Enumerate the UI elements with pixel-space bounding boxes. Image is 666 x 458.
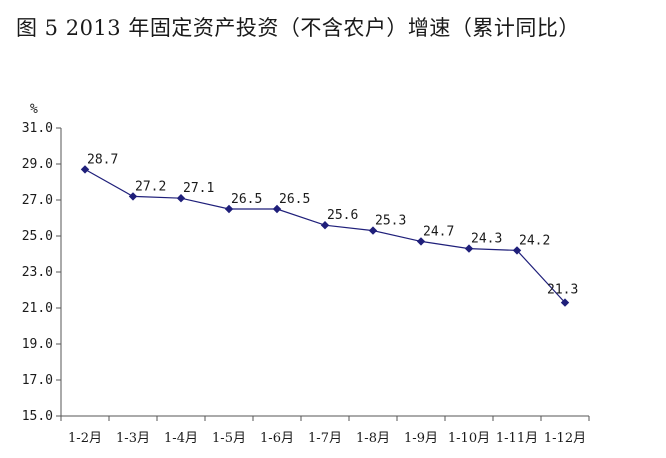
data-labels: 28.7 27.2 27.1 26.5 26.5 25.6 25.3 24.7 24.3 24.2… [87, 152, 578, 297]
data-point-marker [464, 244, 474, 253]
data-label: 27.2 [135, 179, 166, 194]
data-point-marker [368, 226, 378, 235]
x-axis-ticks: 1-2月 1-3月 1-4月 1-5月 1-6月 1-7月 1-8月 1-9月 1-10月 1-1… [60, 416, 590, 446]
x-tick-label: 1-4月 [164, 431, 198, 446]
data-point-marker [560, 298, 570, 307]
data-point-marker [320, 221, 330, 230]
data-label: 21.3 [547, 283, 578, 298]
data-label: 25.3 [375, 214, 406, 229]
data-point-marker [128, 192, 138, 201]
y-tick-label: 17.0 [22, 373, 53, 388]
data-point-marker [80, 165, 90, 174]
x-tick-label: 1-9月 [404, 431, 438, 446]
data-point-marker [176, 194, 186, 203]
y-axis-unit-label: % [30, 102, 38, 117]
data-label: 26.5 [231, 192, 262, 207]
data-label: 26.5 [279, 192, 310, 207]
x-tick-label: 1-11月 [496, 431, 538, 446]
x-tick-label: 1-7月 [308, 431, 342, 446]
x-tick-label: 1-6月 [260, 431, 294, 446]
data-label: 27.1 [183, 181, 214, 196]
data-point-marker [272, 204, 282, 214]
data-label: 24.3 [471, 232, 502, 247]
y-axis-ticks: 31.0 29.0 27.0 25.0 23.0 21.0 19.0 17.0 15.0 [22, 121, 61, 424]
x-tick-label: 1-3月 [116, 431, 150, 446]
y-tick-label: 29.0 [22, 157, 53, 172]
chart-title: 图 5 2013 年固定资产投资（不含农户）增速（累计同比） [16, 16, 580, 40]
data-label: 25.6 [327, 208, 358, 223]
y-tick-label: 21.0 [22, 301, 53, 316]
data-point-marker [512, 246, 522, 255]
y-tick-label: 25.0 [22, 229, 53, 244]
y-tick-label: 31.0 [22, 121, 53, 136]
data-point-marker [224, 204, 234, 214]
data-label: 24.7 [423, 224, 454, 239]
x-tick-label: 1-5月 [212, 431, 246, 446]
axes [60, 128, 589, 417]
data-point-marker [416, 237, 426, 246]
series-group [80, 165, 570, 307]
x-tick-label: 1-12月 [544, 431, 586, 446]
x-tick-label: 1-2月 [68, 431, 102, 446]
x-tick-label: 1-10月 [448, 431, 490, 446]
y-tick-label: 27.0 [22, 193, 53, 208]
data-label: 24.2 [519, 233, 550, 248]
y-tick-label: 19.0 [22, 337, 53, 352]
y-tick-label: 23.0 [22, 265, 53, 280]
y-tick-label: 15.0 [22, 409, 53, 424]
data-label: 28.7 [87, 152, 118, 167]
x-tick-label: 1-8月 [356, 431, 390, 446]
